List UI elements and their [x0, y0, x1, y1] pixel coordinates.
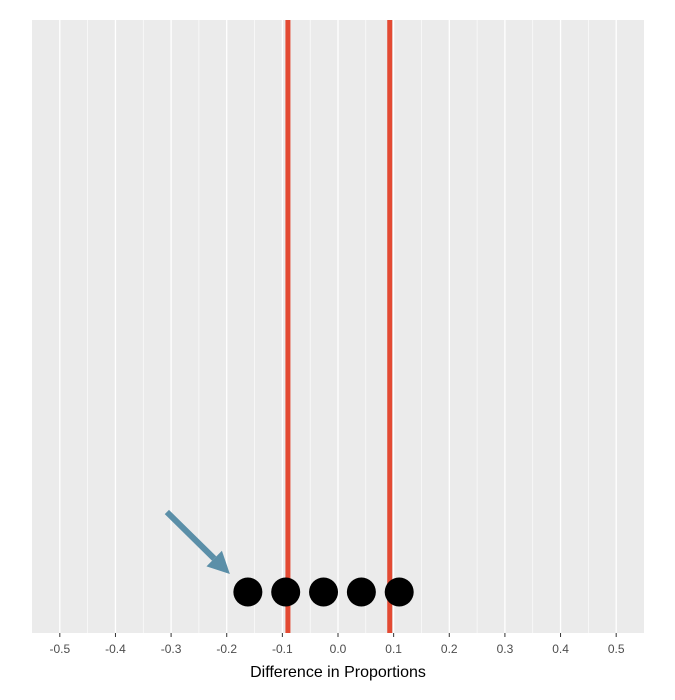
x-tick-label: 0.5 [608, 642, 625, 656]
gridlines [59, 20, 617, 633]
x-axis-title: Difference in Proportions [250, 664, 426, 681]
reference-lines [285, 20, 393, 633]
x-tick-label: -0.2 [216, 642, 237, 656]
pointer-arrow [164, 509, 230, 574]
x-tick-label: -0.5 [49, 642, 70, 656]
data-point [271, 577, 301, 607]
x-tick-label: 0.0 [330, 642, 347, 656]
x-axis-ticks: -0.5 -0.4 -0.3 -0.2 -0.1 0.0 0.1 0.2 0.3 0.4 0.5 [49, 633, 625, 656]
x-tick-label: 0.2 [441, 642, 458, 656]
data-point [346, 577, 376, 607]
arrow-shaft [164, 509, 217, 561]
data-points [233, 577, 414, 607]
x-tick-label: 0.1 [385, 642, 402, 656]
x-tick-label: 0.3 [497, 642, 514, 656]
x-tick-label: -0.4 [105, 642, 126, 656]
arrow-head [206, 550, 230, 574]
x-tick-label: -0.3 [161, 642, 182, 656]
data-point [309, 577, 339, 607]
data-point [233, 577, 263, 607]
data-point [384, 577, 414, 607]
x-tick-label: -0.1 [272, 642, 293, 656]
x-tick-label: 0.4 [552, 642, 569, 656]
